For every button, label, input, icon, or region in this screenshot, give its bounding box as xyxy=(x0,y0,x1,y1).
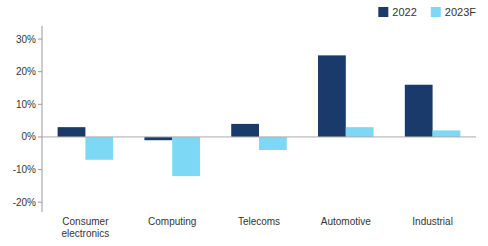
x-tick-label: Consumerelectronics xyxy=(61,216,109,239)
legend: 2022 2023F xyxy=(378,6,476,18)
x-tick-label: Automotive xyxy=(321,216,371,227)
x-tick-label-line: Automotive xyxy=(321,216,371,227)
bar xyxy=(318,55,346,137)
y-tick xyxy=(38,71,42,72)
x-tick-label: Computing xyxy=(148,216,196,227)
y-tick-label: -20% xyxy=(13,197,36,208)
x-tick-label-line: electronics xyxy=(61,228,109,239)
bar xyxy=(433,130,461,137)
y-tick-label: 30% xyxy=(16,34,36,45)
x-tick-label-line: Industrial xyxy=(412,216,453,227)
bar xyxy=(172,137,200,176)
x-tick-label-line: Telecoms xyxy=(238,216,280,227)
y-tick xyxy=(38,136,42,137)
legend-item: 2023F xyxy=(431,6,476,18)
zero-line xyxy=(42,136,476,137)
legend-label: 2023F xyxy=(445,6,476,18)
bar xyxy=(346,127,374,137)
y-tick-label: 0% xyxy=(22,131,37,142)
chart: -20%-10%0%10%20%30%ConsumerelectronicsCo… xyxy=(0,0,488,246)
y-tick-label: -10% xyxy=(13,164,36,175)
bar xyxy=(405,85,433,137)
x-tick-label-line: Computing xyxy=(148,216,196,227)
y-tick xyxy=(38,39,42,40)
y-axis-line xyxy=(42,26,43,212)
x-tick-label: Telecoms xyxy=(238,216,280,227)
legend-label: 2022 xyxy=(392,6,416,18)
bar xyxy=(259,137,287,150)
legend-item: 2022 xyxy=(378,6,416,18)
bars xyxy=(58,55,461,176)
x-tick-label-line: Consumer xyxy=(62,216,109,227)
y-tick xyxy=(38,104,42,105)
legend-swatch xyxy=(378,7,388,17)
chart-container: -20%-10%0%10%20%30%ConsumerelectronicsCo… xyxy=(0,0,488,246)
x-tick-label: Industrial xyxy=(412,216,453,227)
y-tick-label: 20% xyxy=(16,66,36,77)
bar xyxy=(85,137,113,160)
y-tick xyxy=(38,169,42,170)
bar xyxy=(58,127,86,137)
bar xyxy=(231,124,259,137)
y-tick xyxy=(38,202,42,203)
y-tick-label: 10% xyxy=(16,99,36,110)
legend-swatch xyxy=(431,7,441,17)
